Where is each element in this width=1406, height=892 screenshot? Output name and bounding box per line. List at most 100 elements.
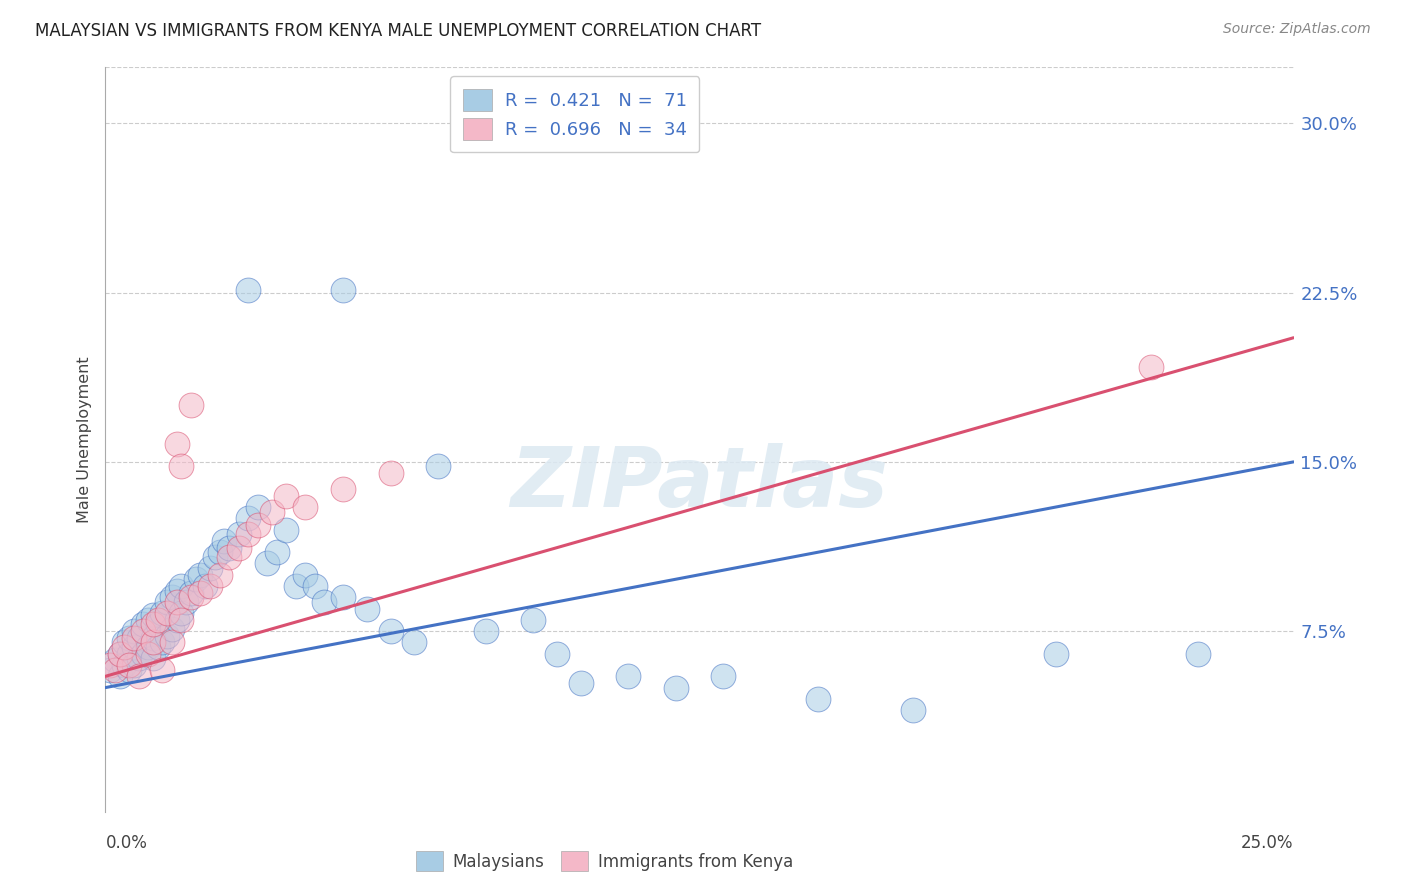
Point [380, 624, 402, 639]
Point [569, 676, 592, 690]
Point [228, 527, 250, 541]
Point [246, 518, 269, 533]
Point [122, 631, 145, 645]
Point [294, 567, 316, 582]
Point [166, 595, 188, 609]
Point [274, 489, 297, 503]
Point [104, 653, 127, 667]
Point [156, 606, 179, 620]
Point [474, 624, 496, 639]
Point [128, 651, 150, 665]
Text: 0.0%: 0.0% [105, 834, 148, 852]
Point [312, 595, 335, 609]
Point [160, 635, 183, 649]
Y-axis label: Male Unemployment: Male Unemployment [76, 356, 91, 523]
Text: 25.0%: 25.0% [1241, 834, 1294, 852]
Point [294, 500, 316, 514]
Point [132, 624, 155, 639]
Text: ZIPatlas: ZIPatlas [510, 443, 889, 524]
Point [156, 629, 179, 643]
Point [260, 504, 283, 518]
Point [118, 647, 141, 661]
Point [190, 567, 212, 582]
Point [427, 459, 450, 474]
Point [160, 591, 183, 605]
Point [208, 545, 231, 559]
Point [114, 640, 136, 654]
Point [122, 658, 145, 673]
Point [198, 579, 221, 593]
Point [128, 631, 150, 645]
Point [665, 681, 688, 695]
Point [807, 691, 830, 706]
Legend: Malaysians, Immigrants from Kenya: Malaysians, Immigrants from Kenya [409, 844, 800, 878]
Point [118, 663, 141, 677]
Point [274, 523, 297, 537]
Point [122, 624, 145, 639]
Point [152, 635, 174, 649]
Point [170, 613, 193, 627]
Point [118, 658, 141, 673]
Point [266, 545, 288, 559]
Point [108, 647, 131, 661]
Point [198, 561, 221, 575]
Point [108, 669, 131, 683]
Point [170, 606, 193, 620]
Point [218, 549, 240, 564]
Point [214, 533, 236, 548]
Point [132, 647, 155, 661]
Point [142, 631, 165, 645]
Point [170, 459, 193, 474]
Point [174, 595, 197, 609]
Point [256, 557, 278, 571]
Point [118, 631, 141, 645]
Point [617, 669, 640, 683]
Point [146, 617, 169, 632]
Point [104, 663, 127, 677]
Point [194, 579, 217, 593]
Point [180, 586, 202, 600]
Point [166, 613, 188, 627]
Point [522, 613, 544, 627]
Point [332, 284, 354, 298]
Point [546, 647, 568, 661]
Point [142, 617, 165, 632]
Text: MALAYSIAN VS IMMIGRANTS FROM KENYA MALE UNEMPLOYMENT CORRELATION CHART: MALAYSIAN VS IMMIGRANTS FROM KENYA MALE … [35, 22, 761, 40]
Point [1045, 647, 1067, 661]
Point [170, 579, 193, 593]
Point [284, 579, 307, 593]
Point [108, 647, 131, 661]
Point [160, 622, 183, 636]
Point [236, 511, 259, 525]
Point [146, 640, 169, 654]
Point [166, 583, 188, 598]
Point [204, 549, 226, 564]
Point [236, 284, 259, 298]
Point [114, 635, 136, 649]
Point [156, 595, 179, 609]
Point [136, 613, 159, 627]
Point [332, 482, 354, 496]
Point [304, 579, 326, 593]
Point [180, 399, 202, 413]
Point [146, 613, 169, 627]
Point [152, 606, 174, 620]
Point [218, 541, 240, 555]
Point [114, 658, 136, 673]
Point [380, 466, 402, 480]
Point [128, 669, 150, 683]
Point [190, 586, 212, 600]
Point [711, 669, 734, 683]
Point [903, 703, 925, 717]
Point [1187, 647, 1209, 661]
Point [98, 663, 121, 677]
Point [142, 635, 165, 649]
Point [184, 572, 207, 586]
Point [142, 651, 165, 665]
Point [246, 500, 269, 514]
Point [132, 617, 155, 632]
Point [180, 591, 202, 605]
Point [136, 640, 159, 654]
Point [332, 591, 354, 605]
Point [356, 601, 378, 615]
